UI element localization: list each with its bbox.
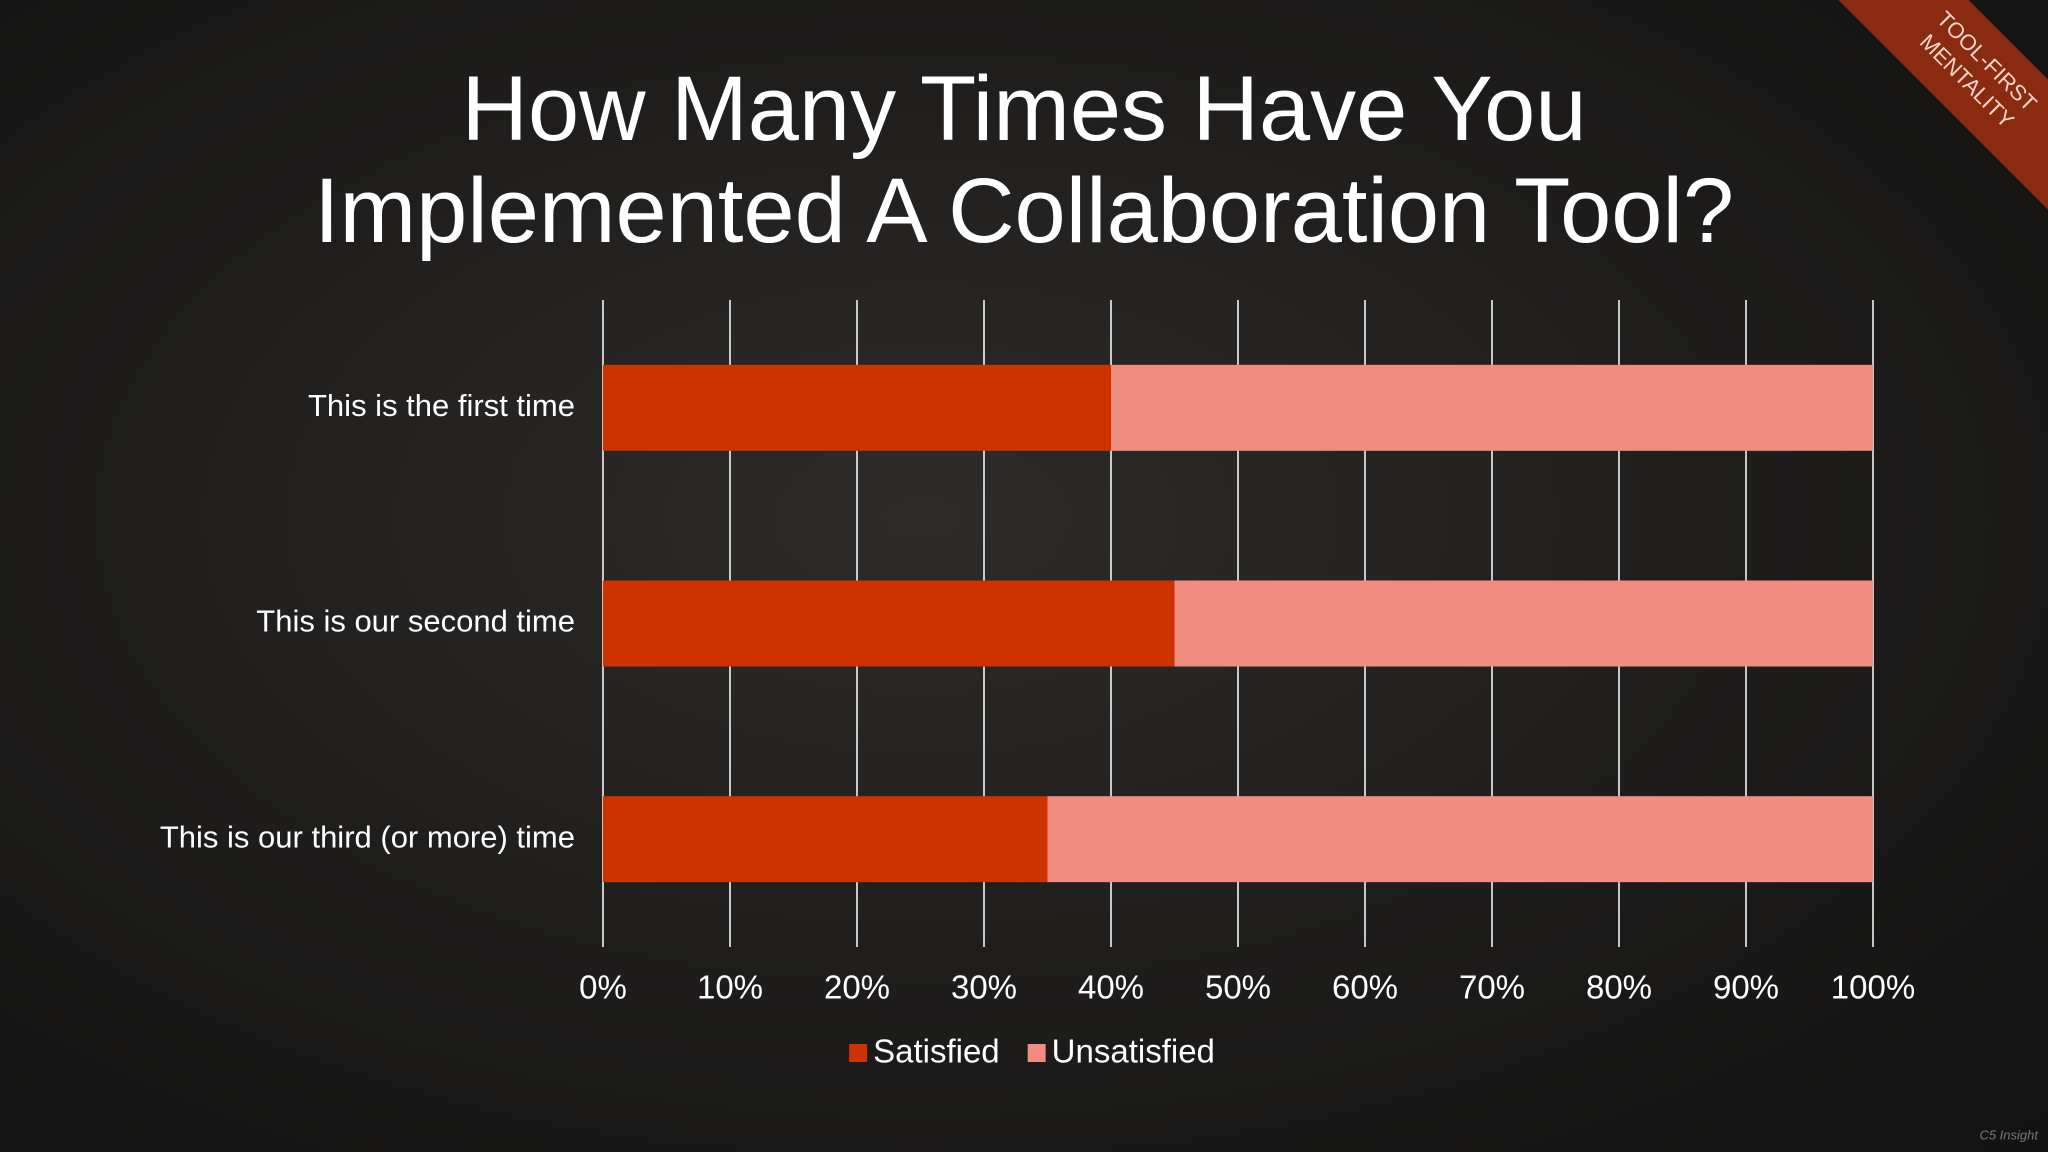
legend-label: Unsatisfied	[1052, 1033, 1215, 1070]
legend-swatch	[1027, 1044, 1046, 1062]
bar-segment	[603, 364, 1111, 451]
x-tick-label: 10%	[697, 969, 763, 1006]
footer: C5 Insight	[1979, 1127, 2039, 1142]
y-tick-label: This is our second time	[256, 604, 575, 639]
bar-segment	[1047, 796, 1873, 883]
y-tick-label: This is the first time	[308, 388, 575, 423]
x-tick-label: 90%	[1713, 969, 1779, 1006]
x-tick-label: 60%	[1332, 969, 1398, 1006]
x-tick-label: 40%	[1078, 969, 1144, 1006]
x-tick-label: 70%	[1459, 969, 1525, 1006]
bar-segment	[603, 580, 1175, 667]
y-tick-label: This is our third (or more) time	[160, 819, 575, 854]
x-tick-label: 80%	[1586, 969, 1652, 1006]
title-box: How Many Times Have You Implemented A Co…	[0, 58, 2048, 262]
legend-swatch	[849, 1044, 868, 1062]
x-tick-label: 20%	[824, 969, 890, 1006]
x-tick-label: 50%	[1205, 969, 1271, 1006]
corner-banner: TOOL-FIRST MENTALITY	[1801, 0, 2048, 247]
banner-band	[1801, 0, 2048, 247]
x-tick-label: 0%	[579, 969, 627, 1006]
chart-title: How Many Times Have You Implemented A Co…	[313, 58, 1735, 262]
bar-segment	[1111, 364, 1873, 451]
x-tick-label: 100%	[1831, 969, 1915, 1006]
bar-segment	[1174, 580, 1873, 667]
legend-label: Satisfied	[873, 1033, 1000, 1070]
x-tick-label: 30%	[951, 969, 1017, 1006]
bar-segment	[603, 796, 1048, 883]
